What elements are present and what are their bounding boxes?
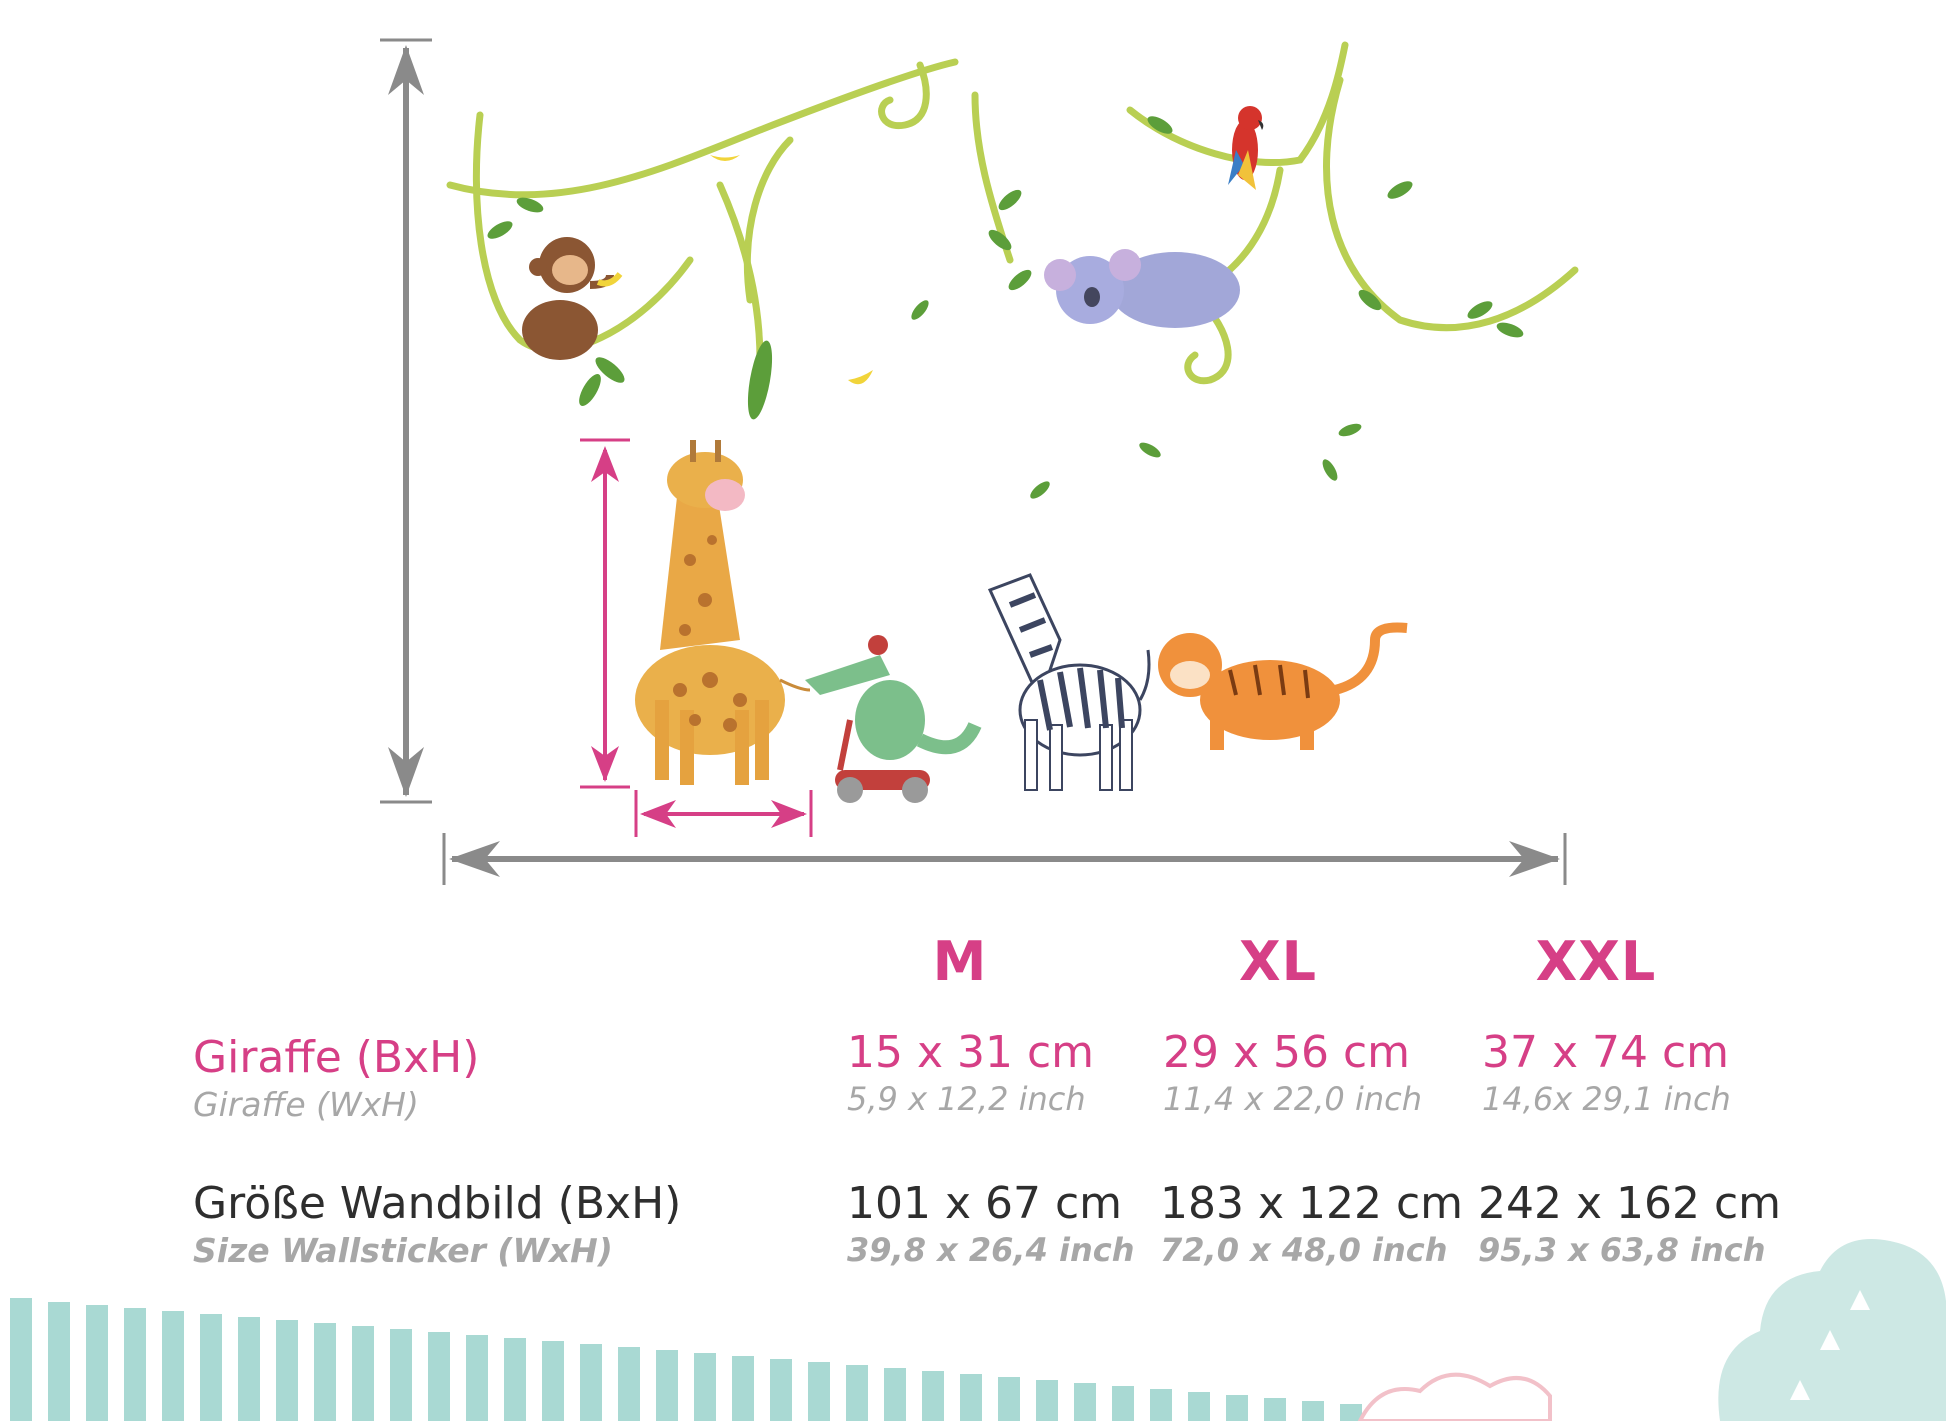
wall-cm-xxl: 242 x 162 cm [1478,1178,1782,1229]
wall-cm-xl: 183 x 122 cm [1160,1178,1464,1229]
wall-size-m: 101 x 67 cm 39,8 x 26,4 inch [847,1178,1134,1269]
wall-inch-m: 39,8 x 26,4 inch [847,1231,1135,1269]
giraffe-cm-xl: 29 x 56 cm [1163,1027,1411,1078]
height-dimension-arrow [380,38,432,804]
giraffe-size-xl: 29 x 56 cm 11,4 x 22,0 inch [1163,1027,1422,1118]
giraffe-inch-m: 5,9 x 12,2 inch [847,1080,1086,1118]
wall-label: Größe Wandbild (BxH) [193,1178,682,1229]
size-header-xl: XL [1238,930,1318,993]
giraffe-inch-xxl: 14,6x 29,1 inch [1482,1080,1731,1118]
koala-icon [1044,249,1240,328]
giraffe-label: Giraffe (BxH) [193,1032,480,1083]
giraffe-size-xxl: 37 x 74 cm 14,6x 29,1 inch [1482,1027,1731,1118]
giraffe-icon [635,440,811,785]
giraffe-cm-xxl: 37 x 74 cm [1482,1027,1730,1078]
banana-icon [710,155,873,385]
tiger-icon [1158,622,1408,750]
wall-inch-xxl: 95,3 x 63,8 inch [1478,1231,1766,1269]
giraffe-sublabel: Giraffe (WxH) [193,1085,419,1124]
decorative-cloud [1357,1239,1946,1421]
giraffe-width-arrow [634,790,813,837]
vine-icon [446,58,959,364]
wall-row-label: Größe Wandbild (BxH) Size Wallsticker (W… [193,1178,681,1270]
giraffe-row-label: Giraffe (BxH) Giraffe (WxH) [193,1032,479,1124]
giraffe-inch-xl: 11,4 x 22,0 inch [1163,1080,1422,1118]
wall-cm-m: 101 x 67 cm [847,1178,1123,1229]
crocodile-scooter-icon [805,635,982,803]
wall-size-xl: 183 x 122 cm 72,0 x 48,0 inch [1160,1178,1463,1269]
zebra-icon [987,573,1151,791]
wall-inch-xl: 72,0 x 48,0 inch [1160,1231,1448,1269]
decorative-stripes [10,1298,1362,1421]
giraffe-height-arrow [580,438,630,789]
size-header-m: M [932,930,988,993]
size-header-xxl: XXL [1535,930,1657,993]
giraffe-cm-m: 15 x 31 cm [847,1027,1095,1078]
giraffe-size-m: 15 x 31 cm 5,9 x 12,2 inch [847,1027,1094,1118]
monkey-icon [522,237,623,360]
wall-size-xxl: 242 x 162 cm 95,3 x 63,8 inch [1478,1178,1781,1269]
parrot-icon [1228,106,1264,190]
leaf-icon [487,116,1524,499]
wall-sublabel: Size Wallsticker (WxH) [193,1231,613,1270]
width-dimension-arrow [442,833,1567,885]
vine-icon [971,41,1579,385]
